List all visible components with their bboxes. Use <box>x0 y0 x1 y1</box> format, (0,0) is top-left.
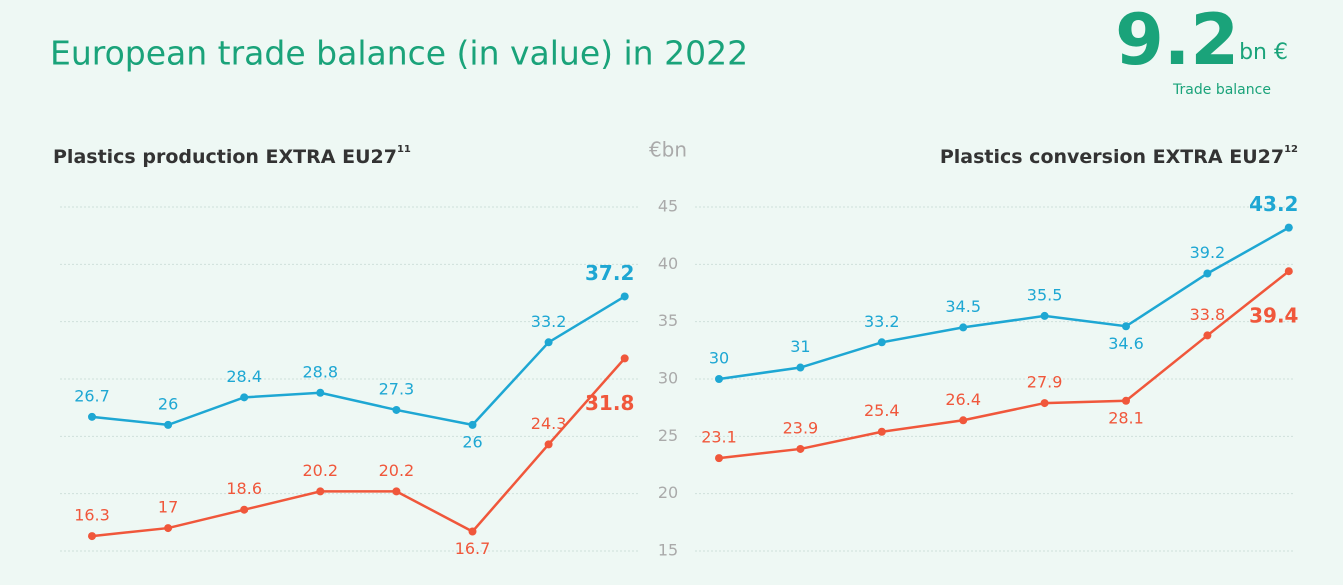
point <box>164 420 173 429</box>
y-tick-label: 30 <box>658 369 678 388</box>
series-line <box>718 270 1290 460</box>
data-label: 31 <box>790 337 810 356</box>
point <box>1040 311 1049 320</box>
point <box>1284 223 1293 232</box>
data-label: 39.2 <box>1190 243 1226 262</box>
data-label: 43.2 <box>1249 192 1298 216</box>
data-label: 20.2 <box>302 461 338 480</box>
data-label: 26.4 <box>945 390 981 409</box>
point <box>877 338 886 347</box>
y-tick-label: 15 <box>658 541 678 560</box>
point <box>392 487 401 496</box>
y-tick-label: 40 <box>658 254 678 273</box>
chart-title-text: Plastics conversion EXTRA EU27 <box>940 146 1284 168</box>
data-label: 33.8 <box>1190 305 1226 324</box>
point <box>88 532 96 541</box>
point <box>1203 331 1212 340</box>
kpi-unit: bn € <box>1239 40 1288 65</box>
data-label: 26.7 <box>74 386 110 405</box>
data-label: 27.9 <box>1027 373 1063 392</box>
point <box>959 416 968 425</box>
point <box>620 354 629 363</box>
data-label: 23.1 <box>701 428 737 447</box>
point <box>544 338 553 347</box>
chart-title-text: Plastics production EXTRA EU27 <box>53 146 397 168</box>
data-label: 28.8 <box>302 362 338 381</box>
data-label: 27.3 <box>379 379 415 398</box>
point <box>1284 267 1293 276</box>
point <box>1122 322 1130 331</box>
data-label: 24.3 <box>531 414 567 433</box>
point <box>544 440 553 449</box>
data-label: 34.5 <box>945 297 981 316</box>
y-tick-label: 25 <box>658 426 678 445</box>
chart-title: Plastics conversion EXTRA EU2712 <box>940 144 1298 168</box>
point <box>316 487 325 496</box>
kpi-value: 9.2 <box>1115 0 1239 81</box>
series-line <box>91 295 626 427</box>
point <box>715 454 723 463</box>
data-label: 25.4 <box>864 401 900 420</box>
point <box>468 420 477 429</box>
point <box>240 393 249 402</box>
y-tick-label: 45 <box>658 197 678 216</box>
point <box>715 375 723 383</box>
point <box>877 427 886 436</box>
data-label: 20.2 <box>379 461 415 480</box>
series-line <box>718 226 1290 381</box>
chart-title: Plastics production EXTRA EU2711 <box>53 144 411 168</box>
data-label: 33.2 <box>531 312 567 331</box>
data-label: 33.2 <box>864 312 900 331</box>
point <box>959 323 968 332</box>
page-title: European trade balance (in value) in 202… <box>50 34 748 73</box>
footnote-ref: 12 <box>1284 144 1298 155</box>
data-label: 28.1 <box>1108 408 1144 427</box>
data-label: 31.8 <box>585 391 634 415</box>
data-label: 28.4 <box>226 367 262 386</box>
kpi-caption: Trade balance <box>1172 82 1271 98</box>
data-label: 23.9 <box>783 418 819 437</box>
point <box>1040 399 1049 408</box>
point <box>796 444 805 453</box>
data-label: 35.5 <box>1027 285 1063 304</box>
data-label: 26 <box>462 432 482 451</box>
point <box>468 527 477 536</box>
data-label: 39.4 <box>1249 304 1298 328</box>
series-line <box>91 357 626 538</box>
data-label: 16.7 <box>455 539 491 558</box>
data-label: 34.6 <box>1108 334 1144 353</box>
point <box>620 292 629 301</box>
data-label: 16.3 <box>74 506 110 525</box>
data-label: 26 <box>158 394 178 413</box>
y-tick-label: 35 <box>658 311 678 330</box>
point <box>164 524 173 533</box>
data-label: 37.2 <box>585 261 634 285</box>
y-axis-label: €bn <box>649 138 687 162</box>
y-tick-label: 20 <box>658 483 678 502</box>
data-label: 30 <box>709 349 729 368</box>
data-label: 18.6 <box>226 479 262 498</box>
point <box>1122 396 1130 405</box>
kpi: 9.2bn € <box>1115 0 1288 81</box>
point <box>392 405 401 414</box>
footnote-ref: 11 <box>397 144 411 155</box>
point <box>796 363 805 372</box>
point <box>1203 269 1212 278</box>
data-label: 17 <box>158 498 178 517</box>
point <box>88 412 96 421</box>
point <box>316 388 325 397</box>
point <box>240 505 249 514</box>
